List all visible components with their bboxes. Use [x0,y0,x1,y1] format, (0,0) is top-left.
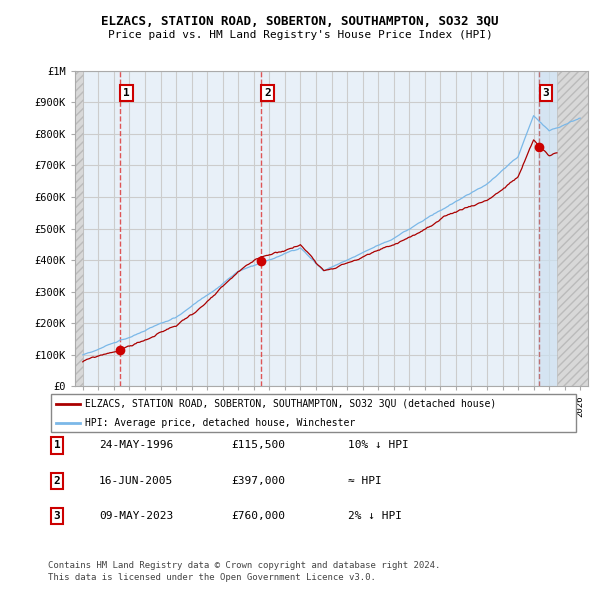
Text: 2: 2 [53,476,61,486]
Text: 09-MAY-2023: 09-MAY-2023 [99,512,173,521]
Bar [75,71,83,386]
Text: 16-JUN-2005: 16-JUN-2005 [99,476,173,486]
Text: 2: 2 [264,88,271,98]
Text: 10% ↓ HPI: 10% ↓ HPI [348,441,409,450]
Text: 2% ↓ HPI: 2% ↓ HPI [348,512,402,521]
FancyBboxPatch shape [50,394,577,432]
Text: 24-MAY-1996: 24-MAY-1996 [99,441,173,450]
Text: 3: 3 [53,512,61,521]
Text: HPI: Average price, detached house, Winchester: HPI: Average price, detached house, Winc… [85,418,355,428]
Text: Price paid vs. HM Land Registry's House Price Index (HPI): Price paid vs. HM Land Registry's House … [107,31,493,40]
Text: ≈ HPI: ≈ HPI [348,476,382,486]
Text: ELZACS, STATION ROAD, SOBERTON, SOUTHAMPTON, SO32 3QU: ELZACS, STATION ROAD, SOBERTON, SOUTHAMP… [101,15,499,28]
Text: 3: 3 [542,88,549,98]
Bar [538,71,557,386]
Text: £760,000: £760,000 [231,512,285,521]
Text: Contains HM Land Registry data © Crown copyright and database right 2024.
This d: Contains HM Land Registry data © Crown c… [48,561,440,582]
Text: ELZACS, STATION ROAD, SOBERTON, SOUTHAMPTON, SO32 3QU (detached house): ELZACS, STATION ROAD, SOBERTON, SOUTHAMP… [85,399,496,409]
Bar [557,71,588,386]
Text: £397,000: £397,000 [231,476,285,486]
Text: 1: 1 [53,441,61,450]
Text: 1: 1 [123,88,130,98]
Text: £115,500: £115,500 [231,441,285,450]
